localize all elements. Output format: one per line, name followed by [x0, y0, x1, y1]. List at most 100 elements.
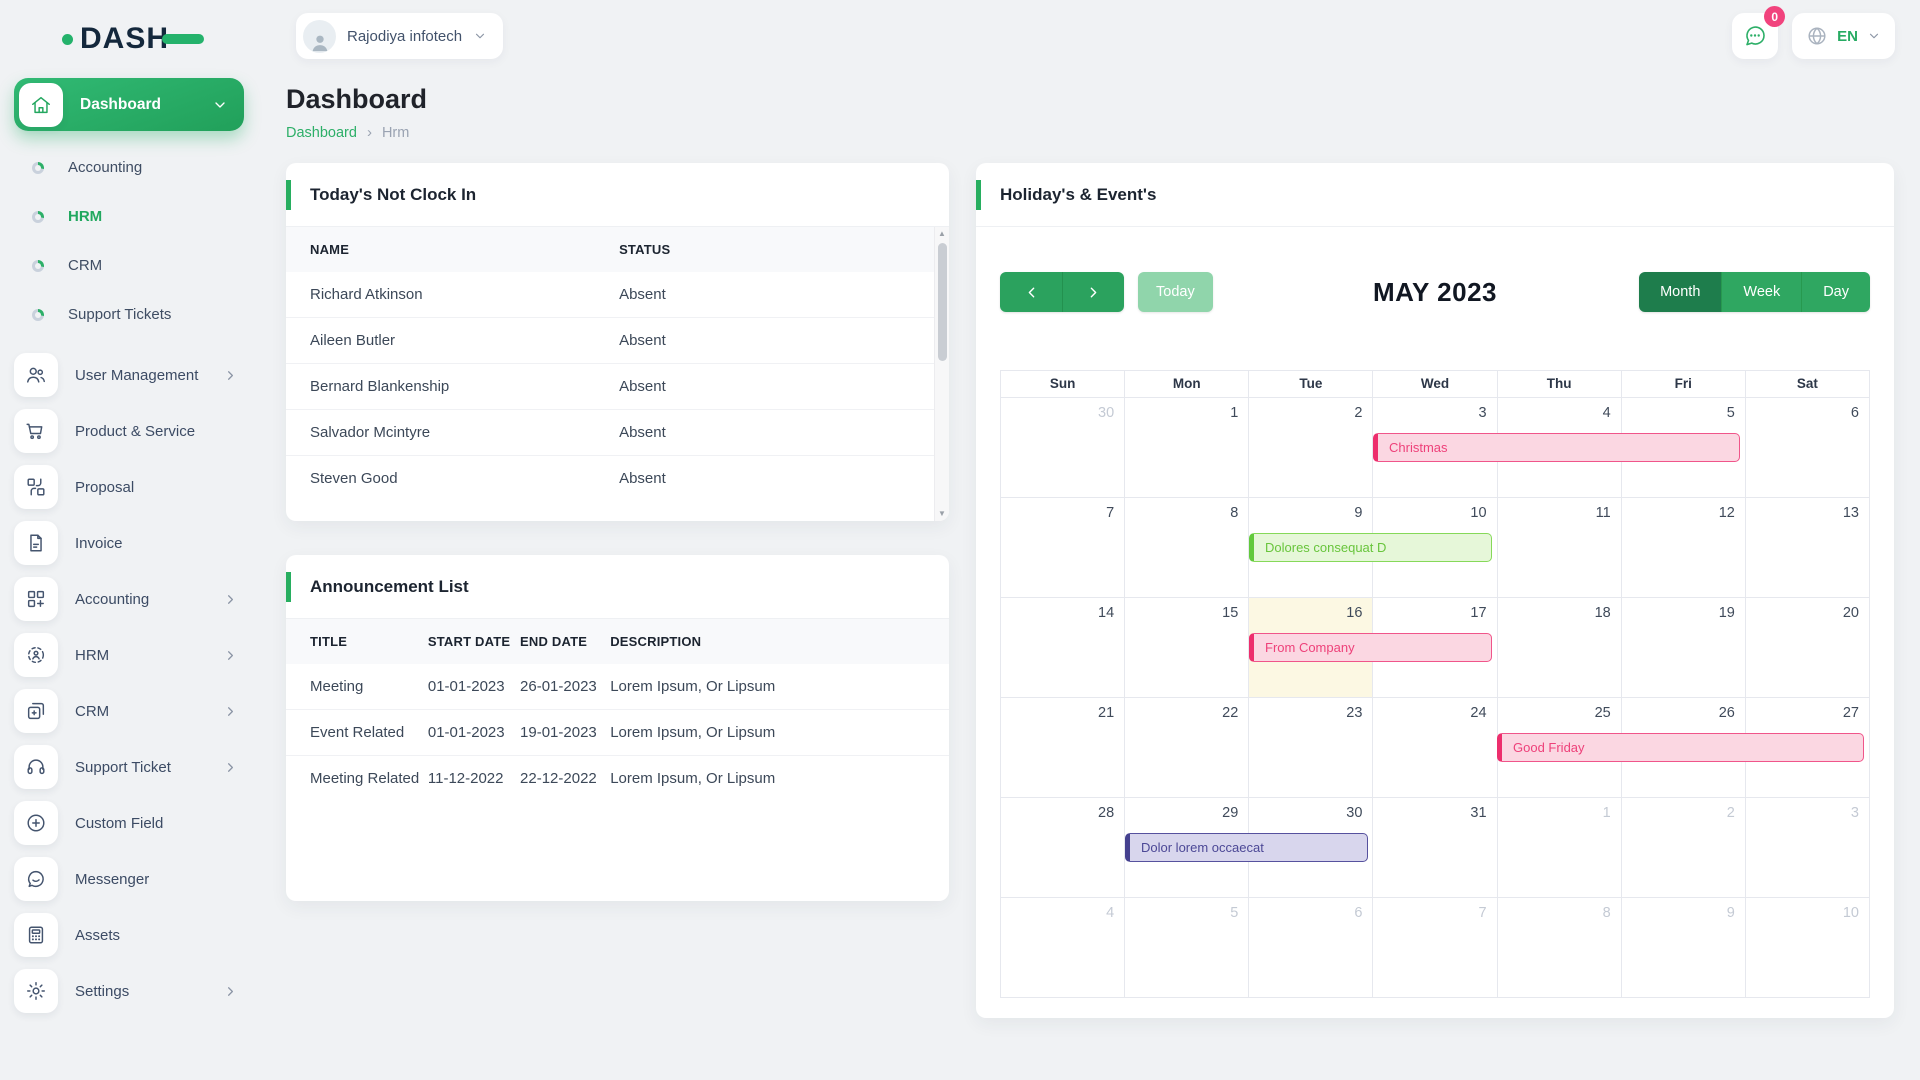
chevron-left-icon: [1028, 287, 1034, 297]
table-row: Aileen Butler Absent: [286, 317, 934, 364]
donut-icon: [32, 210, 44, 223]
calendar-day[interactable]: 28: [1098, 805, 1115, 821]
sidebar-subitem-support-tickets[interactable]: Support Tickets: [0, 290, 260, 339]
calendar-prev-button[interactable]: [1000, 272, 1062, 312]
sidebar-subitem-label: Accounting: [68, 159, 143, 176]
calendar-day[interactable]: 11: [1496, 498, 1621, 597]
sidebar-item-user-management[interactable]: User Management: [0, 347, 260, 403]
calendar-day[interactable]: 29: [1124, 798, 1248, 897]
sidebar-item-invoice[interactable]: Invoice: [0, 515, 260, 571]
sidebar-item-assets[interactable]: Assets: [0, 907, 260, 963]
language-code: EN: [1837, 27, 1858, 45]
calendar-day[interactable]: 3: [1372, 398, 1496, 497]
calendar-next-button[interactable]: [1062, 272, 1124, 312]
calendar-day[interactable]: 5: [1124, 898, 1248, 997]
column-header: NAME: [286, 227, 620, 272]
card-title: Holiday's & Event's: [1000, 184, 1157, 204]
calendar-week-row: 28 29 30 31 1 2 3 Dolor lorem occaecat: [1001, 797, 1869, 897]
sidebar-item-custom-field[interactable]: Custom Field: [0, 795, 260, 851]
calendar-event-dolores-consequat-d[interactable]: Dolores consequat D: [1249, 533, 1492, 562]
calendar-day[interactable]: 6: [1248, 898, 1372, 997]
sidebar: DASH Dashboard Accounting HRM CRM Suppor…: [0, 0, 260, 1080]
calendar-day[interactable]: 3: [1744, 798, 1869, 897]
sidebar-item-messenger[interactable]: Messenger: [0, 851, 260, 907]
sidebar-item-support-ticket[interactable]: Support Ticket: [0, 739, 260, 795]
calendar-day[interactable]: 15: [1124, 598, 1248, 697]
sidebar-subitem-label: HRM: [68, 208, 103, 225]
day-of-week-header: Thu: [1496, 371, 1621, 397]
sidebar-subitem-accounting[interactable]: Accounting: [0, 143, 260, 192]
calendar-day[interactable]: 14: [1098, 605, 1115, 621]
language-selector[interactable]: EN: [1792, 13, 1895, 59]
cart-icon: [14, 409, 58, 453]
breadcrumb-root-link[interactable]: Dashboard: [286, 124, 357, 141]
sidebar-item-hrm[interactable]: HRM: [0, 627, 260, 683]
chevron-down-icon: [475, 33, 485, 39]
app-logo[interactable]: DASH: [62, 22, 260, 56]
table-cell: Absent: [619, 409, 934, 456]
scroll-down-icon[interactable]: ▼: [938, 509, 946, 518]
chat-icon: [14, 857, 58, 901]
calendar-day[interactable]: 7: [1372, 898, 1496, 997]
calendar-day[interactable]: 2: [1620, 798, 1745, 897]
messages-button[interactable]: 0: [1732, 6, 1786, 59]
calendar-day[interactable]: 12: [1620, 498, 1745, 597]
scroll-up-icon[interactable]: ▲: [938, 229, 946, 238]
calendar-day[interactable]: 8: [1496, 898, 1621, 997]
calendar-view-week-button[interactable]: Week: [1721, 272, 1802, 312]
calendar-day[interactable]: 7: [1106, 505, 1115, 521]
globe-icon: [1808, 27, 1826, 45]
table-row: Steven Good Absent: [286, 455, 934, 501]
calendar-day[interactable]: 13: [1744, 498, 1869, 597]
calendar-day[interactable]: 1: [1124, 398, 1248, 497]
calendar-day[interactable]: 22: [1124, 698, 1248, 797]
table-scrollbar[interactable]: ▲ ▼: [934, 227, 949, 521]
calendar-day[interactable]: 1: [1496, 798, 1621, 897]
grid-plus-icon: [14, 577, 58, 621]
table-cell: Absent: [619, 317, 934, 364]
calendar-day[interactable]: 6: [1744, 398, 1869, 497]
invoice-icon: [14, 521, 58, 565]
scrollbar-thumb[interactable]: [937, 243, 947, 361]
calendar-day[interactable]: 10: [1744, 898, 1869, 997]
table-cell: Lorem Ipsum, Or Lipsum: [610, 678, 776, 695]
calendar-day[interactable]: 2: [1248, 398, 1372, 497]
calendar-day[interactable]: 20: [1744, 598, 1869, 697]
calendar-event-dolor-lorem-occaecat[interactable]: Dolor lorem occaecat: [1125, 833, 1368, 862]
calendar-event-from-company[interactable]: From Company: [1249, 633, 1492, 662]
calendar-view-month-button[interactable]: Month: [1639, 272, 1722, 312]
calendar-day[interactable]: 24: [1372, 698, 1496, 797]
table-cell: Steven Good: [286, 455, 620, 501]
table-cell: Lorem Ipsum, Or Lipsum: [610, 709, 949, 756]
sidebar-subitem-label: Support Tickets: [68, 306, 172, 323]
sidebar-item-settings[interactable]: Settings: [0, 963, 260, 1019]
company-selector[interactable]: Rajodiya infotech: [296, 13, 504, 59]
calendar-day[interactable]: 4: [1106, 905, 1115, 921]
day-of-week-header: Tue: [1248, 371, 1372, 397]
calendar-event-christmas[interactable]: Christmas: [1373, 433, 1740, 462]
calendar-day[interactable]: 21: [1098, 705, 1115, 721]
table-cell: Lorem Ipsum, Or Lipsum: [610, 755, 949, 801]
calendar-day[interactable]: 19: [1620, 598, 1745, 697]
calendar-day[interactable]: 9: [1620, 898, 1745, 997]
calendar-day[interactable]: 23: [1248, 698, 1372, 797]
calendar-day[interactable]: 8: [1124, 498, 1248, 597]
calendar-today-button[interactable]: Today: [1138, 272, 1213, 312]
sidebar-item-product-service[interactable]: Product & Service: [0, 403, 260, 459]
calendar-event-good-friday[interactable]: Good Friday: [1497, 733, 1864, 762]
calendar-day[interactable]: 31: [1372, 798, 1496, 897]
calendar-view-day-button[interactable]: Day: [1801, 272, 1870, 312]
chevron-right-icon: [228, 986, 233, 996]
sidebar-item-accounting[interactable]: Accounting: [0, 571, 260, 627]
sidebar-item-proposal[interactable]: Proposal: [0, 459, 260, 515]
sidebar-subitem-crm[interactable]: CRM: [0, 241, 260, 290]
calendar-day[interactable]: 9: [1248, 498, 1372, 597]
sidebar-subitem-hrm[interactable]: HRM: [0, 192, 260, 241]
sidebar-item-crm[interactable]: CRM: [0, 683, 260, 739]
calendar-day[interactable]: 30: [1098, 405, 1115, 421]
calendar-day[interactable]: 18: [1496, 598, 1621, 697]
table-cell: Meeting: [310, 678, 364, 695]
chevron-down-icon: [1869, 33, 1879, 39]
table-cell: Absent: [619, 363, 934, 410]
sidebar-item-dashboard[interactable]: Dashboard: [14, 78, 244, 131]
